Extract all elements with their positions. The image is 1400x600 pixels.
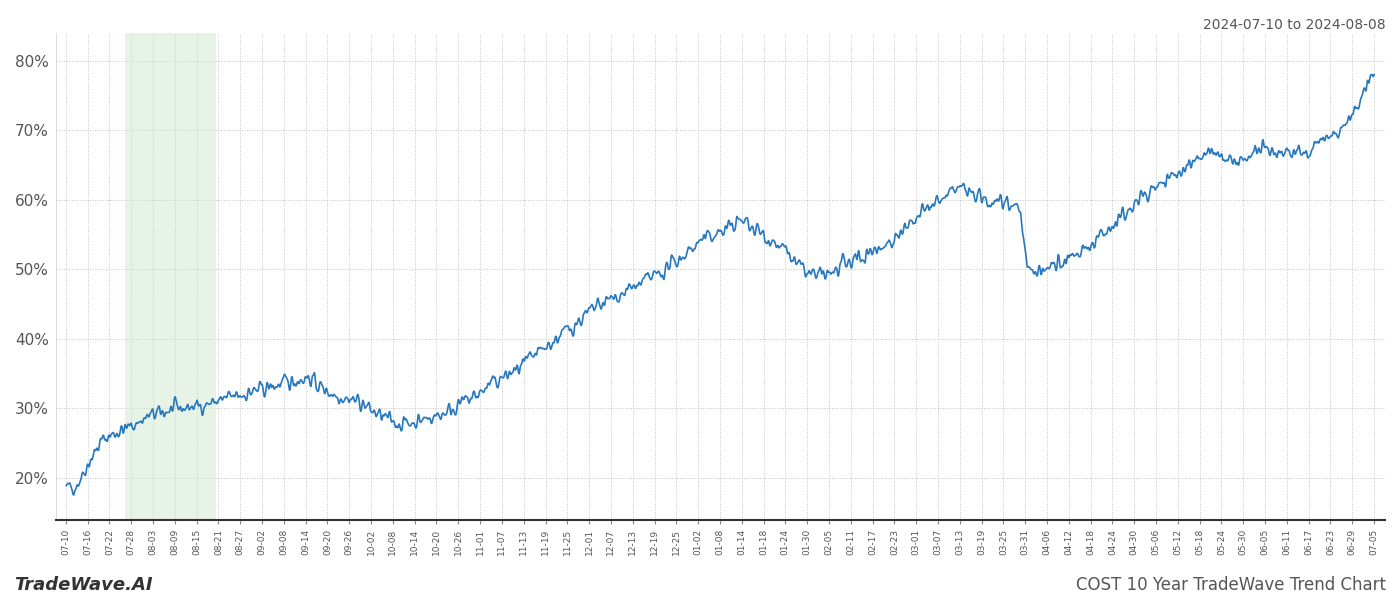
Text: COST 10 Year TradeWave Trend Chart: COST 10 Year TradeWave Trend Chart — [1077, 576, 1386, 594]
Bar — [125, 33, 217, 520]
Text: 2024-07-10 to 2024-08-08: 2024-07-10 to 2024-08-08 — [1204, 18, 1386, 32]
Text: TradeWave.AI: TradeWave.AI — [14, 576, 153, 594]
